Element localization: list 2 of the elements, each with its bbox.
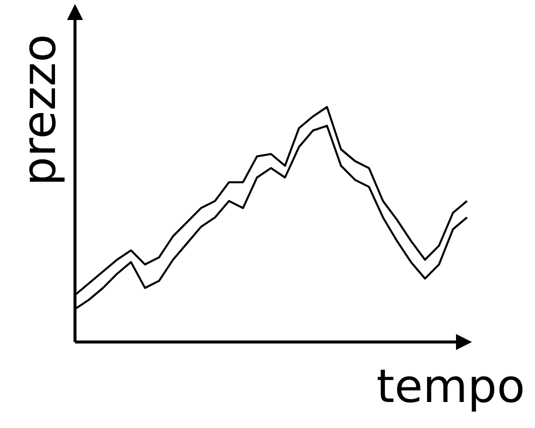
x-axis-title: tempo: [376, 359, 525, 413]
y-axis-title: prezzo: [12, 34, 66, 186]
